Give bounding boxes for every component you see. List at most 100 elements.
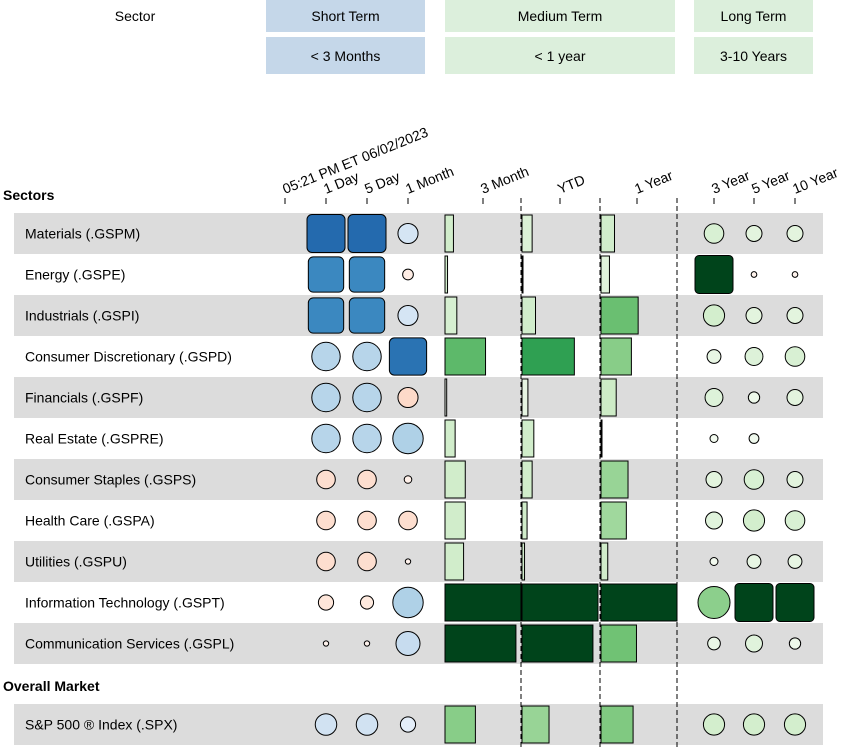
short-term-box: [347, 214, 387, 253]
long-term-circle: [747, 391, 761, 404]
short-term-circle: [398, 510, 418, 531]
column-header-ytd: YTD: [555, 171, 587, 196]
medium-term-bar: [600, 501, 627, 540]
medium-term-bar: [521, 705, 550, 744]
medium-term-bar: [444, 542, 465, 581]
short-term-circle: [402, 268, 414, 281]
short-term-circle: [316, 510, 336, 531]
medium-term-bar: [600, 460, 629, 499]
medium-term-bar: [521, 460, 533, 499]
long-term-circle: [745, 225, 763, 242]
long-term-circle: [784, 510, 806, 531]
short-term-circle: [392, 586, 424, 619]
short-term-circle: [399, 716, 417, 733]
column-header-5-day: 5 Day: [362, 168, 402, 197]
long-term-box: [694, 255, 734, 294]
section-title-sectors: Sectors: [3, 187, 55, 203]
short-term-circle: [322, 640, 330, 647]
long-term-circle: [742, 509, 766, 532]
column-header-5-year: 5 Year: [749, 167, 792, 197]
row-label-consumer-staples-gsps: Consumer Staples (.GSPS): [25, 472, 196, 488]
long-term-circle: [705, 471, 723, 488]
row-label-real-estate-gspre: Real Estate (.GSPRE): [25, 431, 164, 447]
short-term-circle: [314, 713, 338, 736]
long-term-circle: [706, 349, 722, 364]
long-term-circle: [704, 388, 724, 407]
short-term-header: Short Term: [266, 0, 425, 32]
medium-term-bar: [521, 583, 599, 622]
short-term-circle: [352, 341, 382, 372]
short-term-circle: [311, 382, 341, 413]
short-term-box: [307, 256, 345, 293]
medium-term-bar: [521, 542, 526, 581]
medium-term-bar: [600, 255, 610, 294]
long-term-circle: [748, 433, 760, 444]
short-term-circle: [359, 595, 375, 610]
long-term-circle: [788, 637, 802, 650]
medium-term-bar: [600, 337, 632, 376]
medium-term-bar: [444, 624, 517, 663]
short-term-circle: [311, 341, 341, 372]
short-term-subheader: < 3 Months: [266, 37, 425, 74]
medium-term-bar: [521, 501, 528, 540]
medium-term-bar: [600, 296, 639, 335]
medium-term-bar: [444, 460, 466, 499]
medium-term-bar: [521, 337, 575, 376]
short-term-circle: [397, 304, 419, 327]
short-term-circle: [317, 594, 335, 611]
row-label-health-care-gspa: Health Care (.GSPA): [25, 513, 155, 529]
row-background: [14, 459, 823, 500]
medium-term-bar: [444, 583, 522, 622]
row-label-materials-gspm: Materials (.GSPM): [25, 226, 140, 242]
medium-term-bar: [600, 214, 616, 253]
sector-header: Sector: [114, 8, 156, 24]
short-term-circle: [397, 386, 419, 409]
short-term-circle: [395, 630, 421, 657]
section-title-overall: Overall Market: [3, 678, 100, 694]
medium-term-bar: [521, 624, 594, 663]
row-label-energy-gspe: Energy (.GSPE): [25, 267, 125, 283]
row-background: [14, 704, 823, 745]
medium-term-subheader: < 1 year: [445, 37, 675, 74]
long-term-circle: [787, 554, 803, 569]
short-term-circle: [363, 640, 371, 647]
short-term-circle: [311, 423, 341, 454]
medium-term-bar: [444, 214, 454, 253]
short-term-circle: [392, 422, 424, 455]
long-term-circle: [707, 636, 721, 651]
long-term-circle: [697, 586, 731, 619]
long-term-circle: [750, 271, 758, 278]
medium-term-bar: [600, 705, 634, 744]
long-term-header: Long Term: [694, 0, 813, 32]
short-term-circle: [403, 475, 413, 484]
medium-term-bar: [521, 255, 524, 294]
long-term-circle: [709, 557, 719, 566]
long-term-circle: [744, 347, 764, 366]
row-background: [14, 541, 823, 582]
row-label-consumer-discretionary-gspd: Consumer Discretionary (.GSPD): [25, 349, 232, 365]
medium-term-bar: [444, 296, 458, 335]
short-term-box: [348, 256, 386, 293]
medium-term-bar: [444, 337, 487, 376]
long-term-circle: [786, 471, 804, 488]
long-term-box: [775, 583, 815, 622]
short-term-circle: [316, 469, 336, 490]
row-label-communication-services-gspl: Communication Services (.GSPL): [25, 636, 234, 652]
short-term-circle: [357, 469, 377, 490]
short-term-circle: [397, 222, 419, 245]
medium-term-bar: [444, 705, 476, 744]
long-term-circle: [742, 713, 766, 736]
row-label-s-p-500-index-spx: S&P 500 ® Index (.SPX): [25, 717, 177, 733]
short-term-box: [348, 297, 386, 334]
long-term-circle: [791, 271, 799, 278]
medium-term-bar: [600, 419, 603, 458]
medium-term-bar: [444, 378, 448, 417]
long-term-circle: [703, 223, 725, 244]
long-term-circle: [702, 713, 726, 736]
column-header-1-year: 1 Year: [632, 167, 675, 197]
long-term-circle: [745, 307, 763, 324]
medium-term-bar: [444, 501, 466, 540]
row-label-financials-gspf: Financials (.GSPF): [25, 390, 143, 406]
short-term-circle: [404, 558, 412, 565]
medium-term-bar: [521, 378, 529, 417]
